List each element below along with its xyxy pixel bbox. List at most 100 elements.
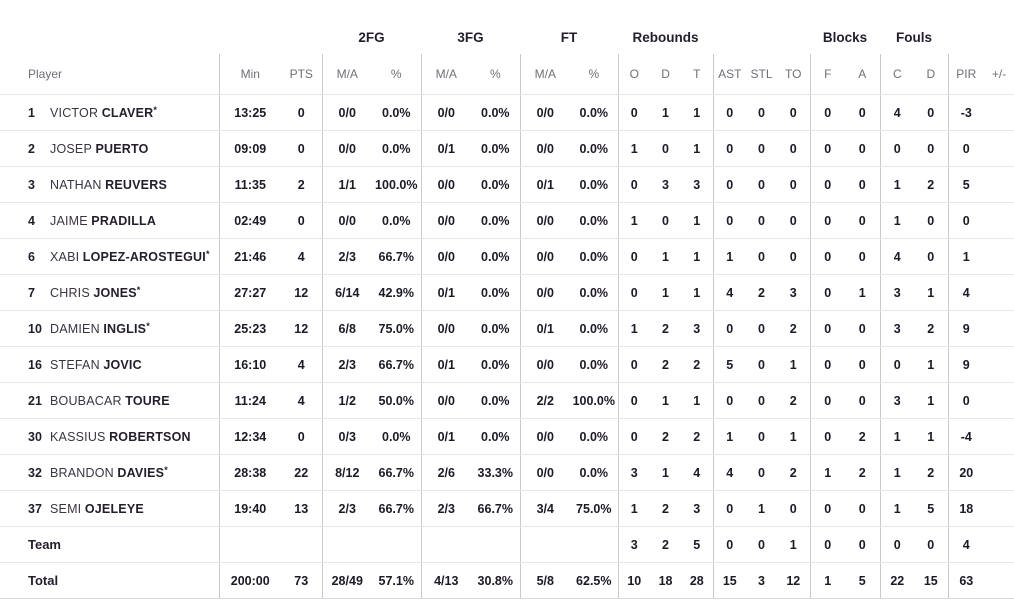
stat-cell-reb-d: 2 [650, 526, 682, 563]
player-last-name[interactable]: CLAVER [101, 105, 154, 120]
group-header-spacer [713, 20, 810, 54]
player-last-name[interactable]: JOVIC [103, 357, 142, 372]
stat-cell-fg3-ma: 0/1 [420, 418, 472, 455]
stat-cell-stl: 0 [746, 382, 778, 419]
stat-cell-foul-c: 1 [879, 454, 915, 491]
player-first-name[interactable]: BOUBACAR [50, 393, 122, 408]
stat-cell-reb-o: 0 [617, 94, 651, 131]
stat-cell-ft-pct: 0.0% [570, 238, 619, 275]
stat-cell-reb-d: 1 [650, 274, 682, 311]
player-last-name[interactable]: JONES [93, 285, 137, 300]
stat-cell-min: 09:09 [218, 130, 281, 167]
stat-cell-to: 0 [777, 94, 811, 131]
stat-cell-foul-c: 1 [879, 490, 915, 527]
stat-cell-fg3-pct: 0.0% [471, 418, 521, 455]
stat-cell-ft-pct: 62.5% [570, 562, 619, 599]
stat-cell-pts: 0 [281, 418, 322, 455]
stat-cell-reb-t: 3 [681, 310, 714, 347]
player-last-name[interactable]: OJELEYE [84, 501, 144, 516]
player-first-name[interactable]: JAIME [50, 213, 88, 228]
player-row: 4 JAIME PRADILLA 02:49 0 0/0 0.0% 0/0 0.0% 0/0 0.… [0, 202, 1014, 239]
group-header-rebounds: Rebounds [632, 29, 699, 45]
stat-cell-ft-pct: 0.0% [570, 202, 619, 239]
player-last-name[interactable]: INGLIS [103, 321, 147, 336]
stat-cell-blk-a: 0 [845, 382, 881, 419]
player-first-name[interactable]: BRANDON [50, 465, 114, 480]
stat-cell-fg3-pct: 0.0% [471, 202, 521, 239]
stat-cell-ft-pct: 0.0% [570, 346, 619, 383]
stat-cell-to: 0 [777, 202, 811, 239]
stat-cell-ft-ma: 0/0 [519, 418, 571, 455]
stat-cell-fg3-pct: 0.0% [471, 382, 521, 419]
group-header-ft: FT [560, 29, 578, 45]
stat-cell-pts: 12 [281, 274, 322, 311]
stat-cell-reb-d: 2 [650, 490, 682, 527]
stat-cell-fg3-pct: 0.0% [471, 94, 521, 131]
player-last-name[interactable]: ROBERTSON [109, 429, 191, 444]
stat-cell-ft-pct: 0.0% [570, 454, 619, 491]
player-first-name[interactable]: JOSEP [50, 141, 92, 156]
player-first-name[interactable]: KASSIUS [50, 429, 106, 444]
stat-cell-reb-t: 3 [681, 166, 714, 203]
player-row: 16 STEFAN JOVIC 16:10 4 2/3 66.7% 0/1 0.0% 0/0 0.… [0, 346, 1014, 383]
box-score-table: 2FG 3FG FT Rebounds Blocks Fouls Player … [0, 20, 1014, 599]
stat-cell-blk-f: 0 [809, 274, 846, 311]
player-first-name[interactable]: NATHAN [50, 177, 102, 192]
stat-cell-to: 0 [777, 166, 811, 203]
stat-cell-stl: 0 [746, 166, 778, 203]
stat-cell-pir: 9 [947, 310, 985, 347]
stat-cell-fg3-pct: 0.0% [471, 238, 521, 275]
stat-cell-pm [984, 454, 1014, 491]
player-row: 7 CHRIS JONES* 27:27 12 6/14 42.9% 0/1 0.0% 0/0 0… [0, 274, 1014, 311]
player-last-name[interactable]: PUERTO [95, 141, 149, 156]
player-last-name[interactable]: PRADILLA [91, 213, 157, 228]
column-header-blk-a: A [845, 54, 881, 95]
player-first-name[interactable]: DAMIEN [50, 321, 100, 336]
player-first-name[interactable]: XABI [50, 249, 80, 264]
stat-cell-foul-d: 0 [914, 94, 949, 131]
player-first-name[interactable]: VICTOR [50, 105, 99, 120]
stat-cell-pts: 0 [281, 94, 322, 131]
stat-cell-blk-f: 0 [809, 94, 846, 131]
stat-cell-reb-o: 0 [617, 166, 651, 203]
player-first-name[interactable]: CHRIS [50, 285, 90, 300]
stat-cell-pir: 4 [947, 526, 985, 563]
stat-cell-pm [984, 238, 1014, 275]
stat-cell-foul-c: 0 [879, 130, 915, 167]
stat-cell-reb-d: 1 [650, 238, 682, 275]
stat-cell-reb-o: 0 [617, 382, 651, 419]
stat-cell-blk-a: 0 [845, 238, 881, 275]
stat-cell-min: 25:23 [218, 310, 281, 347]
stat-cell-stl: 0 [746, 310, 778, 347]
stat-cell-ast: 0 [712, 490, 747, 527]
player-last-name[interactable]: LOPEZ-AROSTEGUI [82, 249, 206, 264]
stat-cell-pm [984, 382, 1014, 419]
stat-cell-pm [984, 490, 1014, 527]
stat-cell-pts [281, 526, 322, 563]
stat-cell-pm [984, 130, 1014, 167]
player-last-name[interactable]: TOURE [125, 393, 170, 408]
stat-cell-fg3-pct: 0.0% [471, 274, 521, 311]
player-jersey-number: 16 [28, 357, 42, 372]
player-last-name[interactable]: DAVIES [117, 465, 165, 480]
stat-cell-fg2-pct [372, 526, 422, 563]
group-header-fouls: Fouls [896, 29, 933, 45]
stat-cell-blk-f: 0 [809, 202, 846, 239]
stat-cell-pir: 0 [947, 382, 985, 419]
column-header-3fg-ma: M/A [420, 54, 472, 95]
player-name-cell: 2 JOSEP PUERTO [0, 130, 219, 167]
stat-cell-min: 200:00 [218, 562, 281, 599]
stat-cell-ast: 1 [712, 238, 747, 275]
stat-cell-stl: 0 [746, 346, 778, 383]
stat-cell-foul-c: 0 [879, 526, 915, 563]
column-header-row: Player Min PTS M/A % M/A % M/A % O D T A… [0, 54, 1014, 95]
player-last-name[interactable]: REUVERS [105, 177, 167, 192]
player-first-name[interactable]: SEMI [50, 501, 82, 516]
stat-cell-ft-ma: 5/8 [519, 562, 571, 599]
player-first-name[interactable]: STEFAN [50, 357, 100, 372]
stat-cell-reb-o: 0 [617, 346, 651, 383]
stat-cell-reb-t: 3 [681, 490, 714, 527]
stat-cell-reb-o: 1 [617, 130, 651, 167]
stat-cell-pir: -3 [947, 94, 985, 131]
stat-cell-foul-c: 1 [879, 202, 915, 239]
